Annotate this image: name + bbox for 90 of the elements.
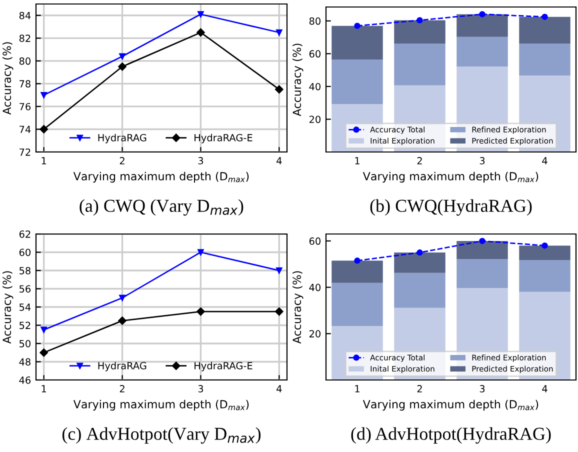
y-tick-label: 60 [309, 237, 320, 245]
bar [519, 260, 570, 292]
point [276, 29, 282, 36]
y-tick-label: 60 [19, 248, 30, 256]
y-axis-title: Accuracy (%) [292, 271, 304, 344]
point [275, 85, 284, 94]
bar [519, 246, 570, 260]
x-tick-label: 3 [198, 385, 204, 392]
point [354, 22, 360, 29]
bar [332, 60, 383, 104]
bar [332, 260, 383, 283]
x-tick-label: 3 [480, 157, 485, 164]
y-tick-label: 48 [19, 358, 30, 366]
bar [394, 20, 446, 44]
y-tick-label: 52 [20, 322, 30, 330]
y-tick-label: 62 [19, 230, 30, 238]
point [542, 14, 548, 20]
y-tick-label: 54 [20, 304, 31, 311]
y-tick-label: 56 [20, 285, 31, 293]
point [416, 249, 423, 256]
bar [394, 252, 446, 273]
y-tick-label: 40 [309, 284, 320, 292]
x-axis-title: Varying maximum depth (D$_{max}$) [362, 172, 538, 183]
x-tick-label: 4 [276, 157, 282, 164]
x-tick-label: 1 [42, 157, 46, 164]
x-tick-label: 1 [355, 385, 360, 392]
y-tick-label: 60 [309, 50, 320, 58]
point [40, 92, 47, 98]
y-tick-label: 80 [309, 17, 320, 25]
point [416, 17, 423, 24]
y-tick-label: 76 [20, 102, 31, 110]
x-tick-label: 2 [120, 385, 124, 392]
x-tick-label: 1 [42, 385, 46, 392]
y-tick-label: 40 [309, 82, 320, 90]
point [118, 316, 126, 325]
point [275, 307, 284, 316]
y-tick-label: 50 [20, 340, 30, 348]
legend-label: HydraRAG-E [194, 134, 252, 144]
bar [519, 16, 570, 44]
point [40, 125, 48, 134]
bar [394, 44, 446, 86]
y-tick-label: 46 [19, 376, 31, 384]
x-tick-label: 4 [542, 385, 548, 392]
bar [456, 14, 508, 37]
point [479, 238, 486, 244]
legend-label: HydraRAG-E [194, 362, 252, 372]
point [542, 242, 548, 249]
y-axis-title: Accuracy (%) [292, 44, 304, 116]
point [276, 267, 282, 274]
x-tick-label: 2 [417, 157, 422, 164]
x-axis-title: Varying maximum depth (D$_{max}$) [73, 400, 249, 411]
bar [332, 26, 383, 60]
point [354, 258, 360, 264]
x-tick-label: 2 [120, 157, 124, 164]
bar [519, 44, 570, 76]
y-axis-title: Accuracy (%) [2, 42, 14, 115]
bar [394, 272, 446, 308]
point [479, 11, 486, 18]
bar [456, 240, 508, 260]
y-tick-label: 74 [20, 126, 31, 133]
y-tick-label: 20 [309, 330, 320, 338]
legend-label: HydraRAG [98, 134, 146, 144]
text: (b) CWQ(HydraRAG) [370, 199, 532, 216]
text: (d) AdvHotpot(HydraRAG) [351, 427, 551, 444]
legend-label: HydraRAG [98, 362, 146, 372]
point [196, 307, 205, 316]
y-tick-label: 58 [20, 266, 30, 274]
y-tick-label: 72 [20, 148, 30, 156]
bar [456, 36, 508, 66]
text: (a) CWQ (Vary D$_{max}$) [80, 199, 244, 216]
x-tick-label: 2 [417, 385, 422, 392]
y-axis-title: Accuracy (%) [2, 271, 14, 344]
bar [332, 282, 383, 326]
x-tick-label: 3 [198, 157, 204, 164]
x-axis-title: Varying maximum depth (D$_{max}$) [73, 172, 249, 183]
point [196, 28, 205, 37]
y-tick-label: 20 [309, 116, 320, 124]
bar [456, 259, 508, 288]
x-axis-title: Varying maximum depth (D$_{max}$) [362, 400, 538, 411]
x-tick-label: 4 [276, 385, 282, 392]
y-tick-label: 84 [19, 12, 31, 20]
y-tick-label: 80 [19, 57, 30, 65]
text: (c) AdvHotpot(Vary D$_{max}$) [62, 427, 261, 444]
x-tick-label: 3 [480, 385, 485, 392]
x-tick-label: 4 [542, 157, 548, 164]
point [40, 348, 48, 357]
x-tick-label: 1 [355, 157, 360, 164]
y-tick-label: 82 [19, 34, 30, 42]
point [118, 62, 126, 71]
y-tick-label: 78 [20, 80, 30, 88]
